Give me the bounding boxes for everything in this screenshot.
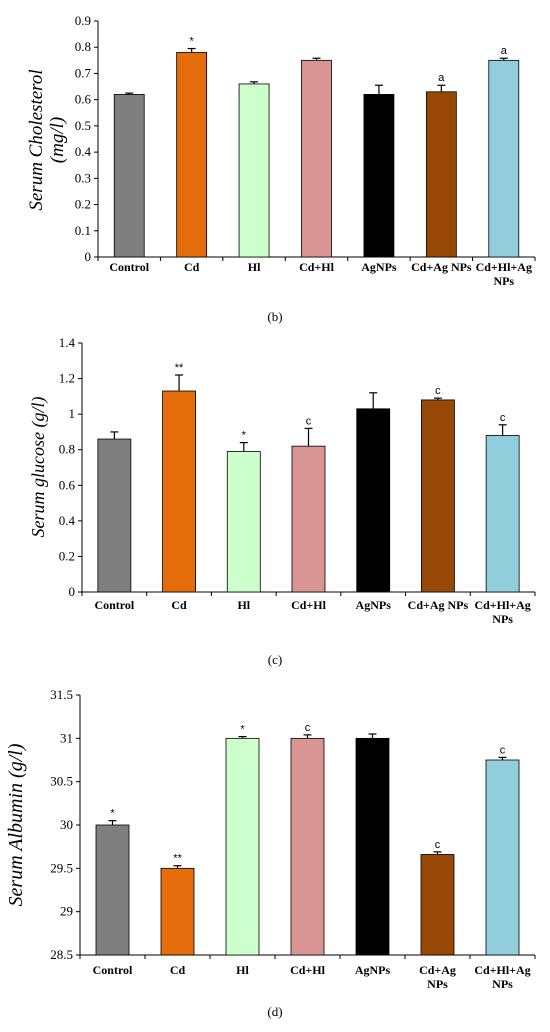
bar (160, 867, 195, 956)
panel-label: (c) (268, 652, 282, 667)
y-axis-title: Serum Albumin (g/l) (5, 743, 27, 906)
y-tick-label: 1.2 (59, 371, 75, 386)
y-tick-label: 0 (69, 584, 76, 599)
category-label: NPs (427, 977, 448, 991)
category-label: Cd+Hl (291, 598, 327, 612)
significance-label: * (190, 36, 195, 48)
category-label: Cd+Hl+Ag (476, 260, 532, 274)
chart-panel-2: 0 0.2 0.4 0.6 0.8 1 1.2 1.4 Control ** Cd * Hl c Cd+Hl… (28, 335, 536, 667)
y-tick-label: 0.2 (75, 197, 91, 212)
significance-label: * (240, 724, 245, 736)
category-label: Cd (184, 260, 200, 274)
y-tick-label: 0.6 (75, 92, 92, 107)
bar (290, 737, 325, 956)
y-tick-label: 0.7 (75, 65, 92, 80)
y-tick-label: 30.5 (50, 774, 73, 789)
y-tick-label: 0.8 (59, 442, 75, 457)
category-label: Hl (248, 260, 261, 274)
y-tick-label: 31.5 (50, 687, 73, 702)
y-tick-label: 1 (69, 406, 76, 421)
y-tick-label: 0.4 (59, 513, 76, 528)
y-tick-label: 31 (60, 730, 73, 745)
significance-label: ** (173, 853, 182, 865)
significance-label: c (306, 415, 312, 427)
y-tick-label: 29.5 (50, 860, 73, 875)
bar (355, 737, 390, 956)
category-label: Cd+Hl (299, 260, 335, 274)
category-label: Control (94, 598, 134, 612)
category-label: NPs (492, 612, 513, 626)
y-tick-label: 0.1 (75, 223, 91, 238)
y-axis-title: Serum glucose (g/l) (28, 397, 49, 538)
y-tick-label: 29 (60, 904, 73, 919)
bar (225, 737, 260, 956)
bar (425, 91, 457, 258)
category-label: Control (93, 963, 133, 977)
significance-label: c (435, 839, 441, 851)
bar (238, 83, 270, 258)
y-tick-label: 28.5 (50, 947, 73, 962)
category-label: NPs (493, 274, 514, 288)
category-label: Cd+Ag (419, 963, 456, 977)
bar (301, 59, 332, 258)
significance-label: c (500, 744, 506, 756)
category-label: Hl (236, 963, 249, 977)
y-tick-label: 0.3 (75, 170, 91, 185)
category-label: Control (109, 260, 149, 274)
bar (421, 399, 455, 593)
category-label: Cd (171, 598, 187, 612)
category-label: NPs (492, 977, 513, 991)
bar (226, 451, 261, 593)
y-tick-label: 0.6 (59, 477, 76, 492)
category-label: Cd+Hl+Ag (474, 598, 530, 612)
bar (291, 445, 326, 593)
significance-label: * (110, 808, 115, 820)
category-label: Cd (170, 963, 186, 977)
bar (485, 759, 520, 956)
significance-label: ** (175, 362, 184, 374)
y-tick-label: 1.4 (59, 335, 76, 350)
y-tick-label: 0.4 (75, 144, 92, 159)
y-tick-label: 30 (60, 817, 73, 832)
significance-label: a (438, 72, 445, 84)
significance-label: a (501, 45, 508, 57)
y-tick-label: 0.2 (59, 548, 75, 563)
bar (363, 94, 395, 258)
y-tick-label: 0.5 (75, 118, 91, 133)
bar (485, 435, 520, 593)
category-label: AgNPs (355, 963, 391, 977)
significance-label: * (242, 430, 247, 442)
bar (176, 52, 208, 258)
chart-panel-3: 28.5 29 29.5 30 30.5 31 31.5 * Control ** Cd * Hl c Cd… (5, 687, 536, 1019)
panel-label: (d) (267, 1004, 282, 1019)
chart-panel-1: 0 0.1 0.2 0.3 0.4 0.5 0.6 0.7 0.8 0.9 Control * Cd Hl… (26, 13, 536, 324)
category-label: Cd+Ag NPs (411, 260, 472, 274)
category-label: AgNPs (361, 260, 397, 274)
bar (113, 94, 145, 258)
category-label: Cd+Ag NPs (408, 598, 469, 612)
y-tick-label: 0.8 (75, 39, 91, 54)
category-label: AgNPs (356, 598, 392, 612)
y-tick-label: 0.9 (75, 13, 91, 28)
bar (356, 408, 391, 593)
significance-label: c (500, 412, 506, 424)
y-axis-title: Serum Cholesterol(mg/l) (26, 69, 68, 210)
category-label: Cd+Hl (290, 963, 326, 977)
significance-label: c (435, 385, 441, 397)
y-tick-label: 0 (85, 249, 92, 264)
bar (488, 59, 520, 258)
bar (97, 438, 132, 593)
significance-label: c (305, 722, 311, 734)
category-label: Cd+Hl+Ag (474, 963, 530, 977)
bar (420, 854, 455, 956)
bar (162, 390, 196, 593)
bar (95, 824, 130, 956)
panel-label: (b) (267, 309, 282, 324)
category-label: Hl (237, 598, 250, 612)
